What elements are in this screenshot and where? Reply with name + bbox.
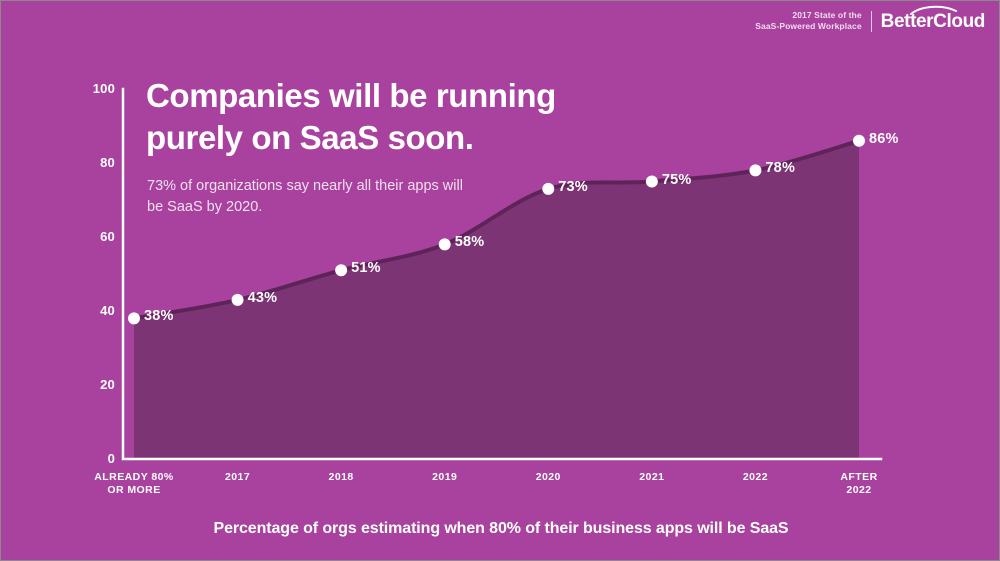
chart-caption: Percentage of orgs estimating when 80% o… — [213, 520, 789, 537]
y-tick-20: 20 — [100, 377, 115, 392]
bettercloud-logo: BetterCloud — [880, 5, 986, 33]
point-label-2: 51% — [351, 260, 381, 277]
data-point-3 — [438, 238, 451, 251]
chart-axes — [121, 87, 883, 461]
data-point-0 — [128, 312, 140, 325]
swoosh-arc-icon — [909, 5, 958, 15]
report-eyebrow-line2: SaaS-Powered Workplace — [755, 21, 862, 31]
y-tick-100: 100 — [92, 81, 115, 96]
y-tick-40: 40 — [100, 303, 115, 318]
data-point-4 — [542, 182, 555, 195]
point-label-7: 86% — [869, 130, 899, 147]
report-eyebrow: 2017 State of the SaaS-Powered Workplace — [755, 10, 861, 32]
point-label-4: 73% — [558, 178, 588, 195]
x-tick-4: 2020 — [535, 471, 561, 483]
y-tick-0: 0 — [107, 451, 115, 466]
chart-data-points — [128, 134, 865, 325]
bettercloud-logo-text: BetterCloud — [880, 11, 986, 32]
point-label-0: 38% — [144, 308, 174, 325]
header: 2017 State of the SaaS-Powered Workplace… — [755, 5, 986, 33]
x-tick-2: 2018 — [328, 471, 354, 483]
data-point-7 — [853, 134, 865, 147]
data-point-2 — [335, 264, 348, 277]
page-title: Companies will be running purely on SaaS… — [146, 77, 556, 156]
data-point-1 — [231, 293, 244, 306]
point-label-1: 43% — [247, 289, 278, 306]
x-tick-3: 2019 — [432, 471, 458, 483]
x-tick-5: 2021 — [639, 471, 665, 483]
y-tick-60: 60 — [100, 229, 115, 244]
point-label-5: 75% — [661, 171, 692, 188]
x-tick-1: 2017 — [224, 471, 251, 483]
x-tick-0: ALREADY 80% OR MORE — [94, 471, 174, 496]
point-label-6: 78% — [765, 160, 796, 177]
data-point-5 — [645, 175, 658, 188]
page-subtitle: 73% of organizations say nearly all thei… — [147, 178, 463, 215]
x-tick-7: AFTER 2022 — [840, 471, 878, 496]
data-point-6 — [749, 164, 762, 177]
header-divider — [870, 10, 872, 32]
chart-line — [132, 138, 861, 321]
chart-area-fill — [134, 140, 859, 460]
y-tick-80: 80 — [100, 155, 115, 170]
report-eyebrow-line1: 2017 State of the — [792, 10, 862, 20]
point-label-3: 58% — [454, 234, 485, 251]
x-tick-6: 2022 — [742, 471, 768, 483]
